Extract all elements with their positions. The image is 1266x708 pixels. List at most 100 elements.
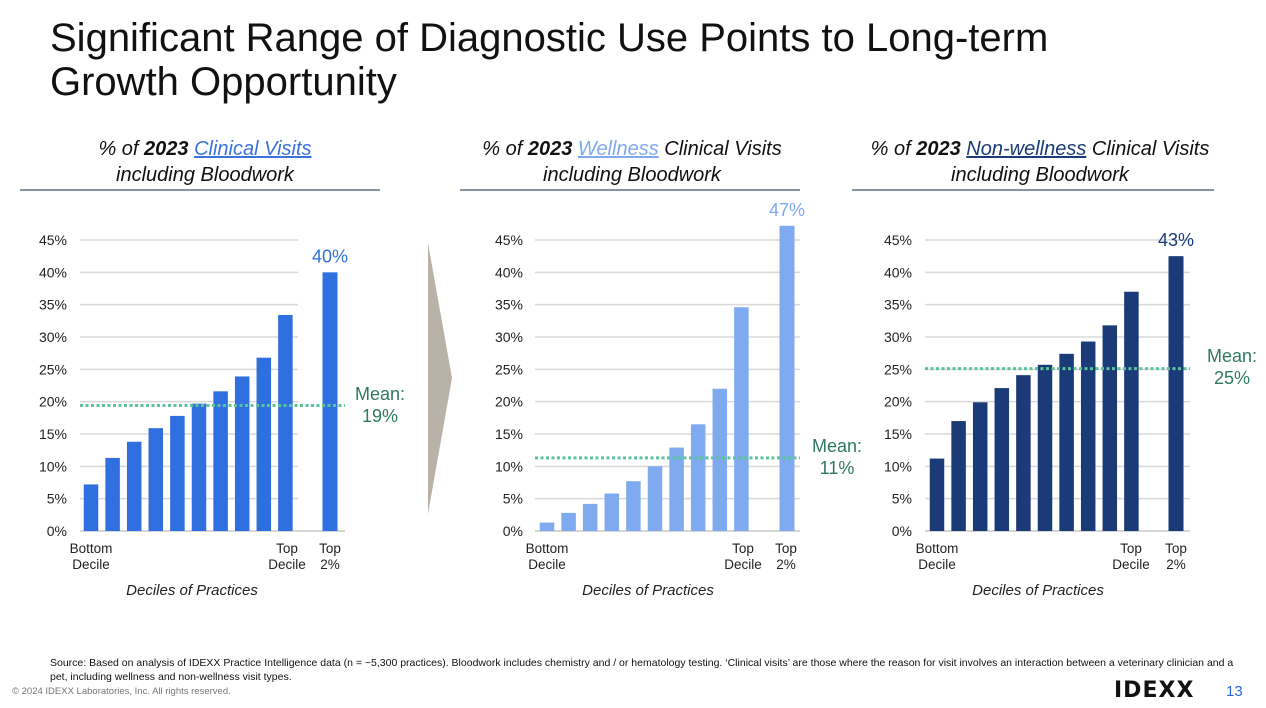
bar-11 (322, 272, 338, 531)
mean-label-line2: 11% (820, 458, 855, 478)
panel-title-suffix: Clinical Visits (1086, 138, 1210, 160)
panel-title-prefix: % of (870, 138, 917, 160)
x-tick-bottom-decile: Bottom (70, 541, 113, 556)
x-tick-bottom-decile: Decile (918, 557, 956, 572)
mean-label-line2: 19% (362, 406, 398, 426)
panel-title-wellness: % of 2023 Wellness Clinical Visits inclu… (452, 136, 812, 188)
y-tick-label: 25% (39, 361, 67, 377)
panel-title-suffix: Clinical Visits (658, 138, 782, 160)
y-tick-label: 20% (884, 394, 912, 410)
x-tick-top-2pct: 2% (1166, 557, 1186, 572)
y-tick-label: 20% (39, 394, 67, 410)
y-tick-label: 5% (892, 491, 912, 507)
source-note: Source: Based on analysis of IDEXX Pract… (50, 657, 1234, 683)
bar-11 (779, 225, 795, 532)
bar-7 (669, 447, 684, 531)
panel-title-highlight: Clinical Visits (194, 138, 312, 160)
bar-8 (690, 424, 706, 531)
bar-6 (191, 403, 207, 531)
bar-7 (1059, 353, 1074, 531)
top-data-label: 40% (312, 246, 348, 266)
mean-label-line1: Mean: (1207, 346, 1257, 366)
y-tick-label: 30% (884, 329, 912, 345)
bar-7 (213, 391, 228, 531)
y-tick-label: 40% (39, 264, 67, 280)
panel-title-line2: including Bloodwork (951, 164, 1129, 186)
y-tick-label: 45% (39, 232, 67, 248)
bar-11 (1168, 256, 1184, 531)
y-tick-label: 35% (39, 297, 67, 313)
x-tick-top-2pct: 2% (320, 557, 340, 572)
y-tick-label: 15% (39, 426, 67, 442)
mean-label-line2: 25% (1214, 368, 1250, 388)
y-tick-label: 35% (495, 297, 523, 313)
idexx-logo: IDEXX (1114, 678, 1195, 703)
x-tick-top-decile: Decile (268, 557, 306, 572)
panel-title-year: 2023 (144, 138, 189, 160)
x-tick-top-2pct: Top (775, 541, 797, 556)
slide-title-line1: Significant Range of Diagnostic Use Poin… (50, 16, 1049, 60)
x-tick-bottom-decile: Bottom (916, 541, 959, 556)
bar-5 (626, 481, 641, 531)
copyright: © 2024 IDEXX Laboratories, Inc. All righ… (12, 686, 231, 697)
bar-1 (83, 484, 99, 531)
bar-8 (234, 376, 250, 531)
x-axis-label: Deciles of Practices (582, 582, 714, 599)
bar-5 (1016, 375, 1031, 531)
bar-2 (561, 512, 576, 531)
x-tick-top-decile: Top (732, 541, 754, 556)
panel-title-prefix: % of (482, 138, 528, 160)
y-tick-label: 10% (884, 458, 912, 474)
bar-1 (539, 522, 555, 531)
slide-title-line2: Growth Opportunity (50, 60, 397, 104)
y-tick-label: 20% (495, 394, 523, 410)
x-tick-bottom-decile: Decile (72, 557, 110, 572)
x-axis-label: Deciles of Practices (972, 582, 1104, 599)
panel-rule (20, 189, 380, 191)
mean-label-line1: Mean: (355, 384, 405, 404)
panel-title-prefix: % of (98, 138, 145, 160)
bar-10 (1124, 291, 1139, 531)
bar-5 (170, 415, 185, 531)
x-tick-top-decile: Decile (724, 557, 762, 572)
x-tick-top-2pct: Top (319, 541, 341, 556)
bar-4 (148, 428, 164, 531)
bar-2 (951, 421, 966, 531)
bar-3 (126, 441, 142, 531)
bar-9 (712, 388, 728, 531)
bar-9 (256, 357, 272, 531)
y-tick-label: 45% (884, 232, 912, 248)
y-tick-label: 25% (495, 361, 523, 377)
y-tick-label: 30% (39, 329, 67, 345)
y-tick-label: 0% (892, 523, 912, 539)
y-tick-label: 15% (495, 426, 523, 442)
x-tick-top-2pct: Top (1165, 541, 1187, 556)
y-tick-label: 30% (495, 329, 523, 345)
bar-9 (1102, 325, 1118, 531)
panel-title-year: 2023 (916, 138, 961, 160)
panel-title-clinical: % of 2023 Clinical Visits including Bloo… (40, 136, 370, 188)
x-tick-top-decile: Decile (1112, 557, 1150, 572)
bar-10 (278, 315, 293, 531)
panel-rule (460, 189, 800, 191)
x-tick-top-2pct: 2% (776, 557, 796, 572)
bar-2 (105, 457, 120, 531)
panel-title-year: 2023 (527, 138, 573, 160)
x-tick-top-decile: Top (276, 541, 298, 556)
y-tick-label: 40% (884, 264, 912, 280)
panel-title-nonwellness: % of 2023 Non-wellness Clinical Visits i… (845, 136, 1235, 188)
panel-title-highlight: Wellness (577, 138, 659, 160)
panel-rule (852, 189, 1214, 191)
mean-label-line1: Mean: (812, 436, 862, 456)
x-tick-top-decile: Top (1120, 541, 1142, 556)
bar-4 (994, 388, 1010, 531)
page-number: 13 (1226, 683, 1243, 700)
slide-title: Significant Range of Diagnostic Use Poin… (50, 16, 1200, 104)
y-tick-label: 15% (884, 426, 912, 442)
y-tick-label: 0% (47, 523, 67, 539)
y-tick-label: 45% (495, 232, 523, 248)
panel-title-line2: including Bloodwork (543, 164, 721, 186)
bar-4 (604, 493, 620, 531)
bar-6 (647, 466, 663, 531)
